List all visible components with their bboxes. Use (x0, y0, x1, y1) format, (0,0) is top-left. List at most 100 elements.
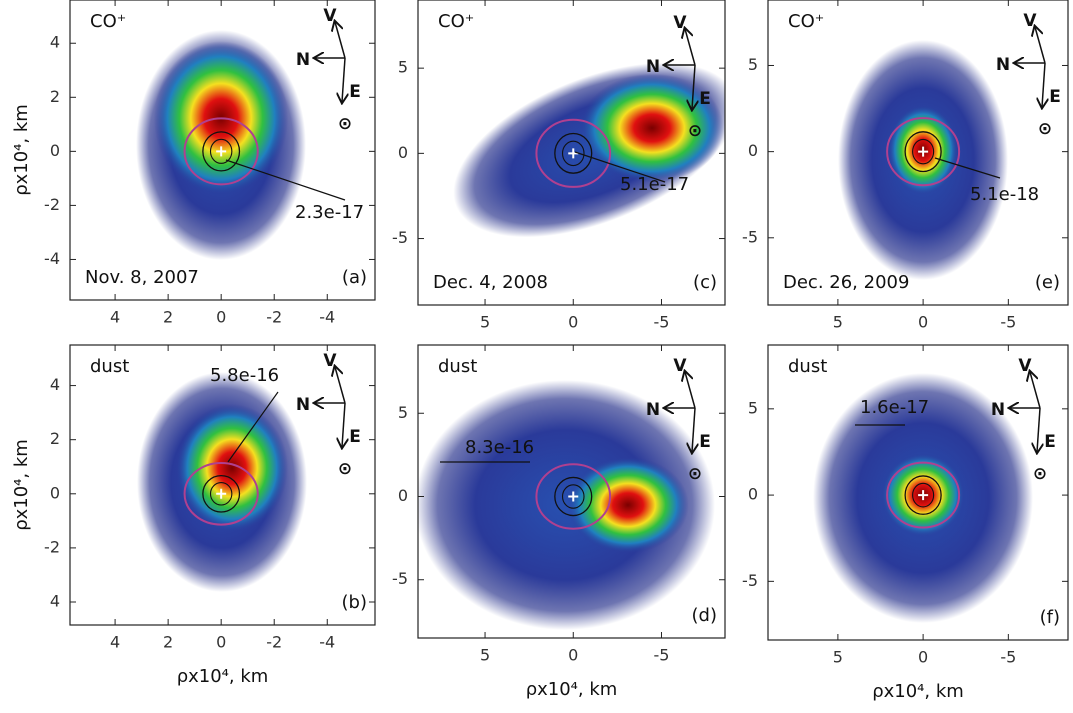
black-contour (561, 484, 585, 509)
y-axis-label: ρx10⁴, km (11, 104, 32, 196)
x-tick-label: 5 (833, 648, 843, 667)
hot-spot (567, 457, 689, 553)
center-cross (918, 490, 929, 501)
panel-label: (c) (693, 272, 717, 293)
panel-label: (d) (692, 605, 717, 626)
x-tick-label: 2 (163, 633, 173, 652)
black-contour (904, 475, 942, 515)
compass-label: N (646, 57, 660, 77)
y-tick-label: 4 (50, 33, 60, 52)
x-tick-label: -5 (1000, 313, 1016, 332)
y-tick-label: 2 (50, 87, 60, 106)
contour-label: 2.3e-17 (295, 202, 364, 223)
contour-label: 5.8e-16 (210, 365, 279, 386)
image-panel (813, 373, 1033, 623)
compass-label: V (323, 6, 337, 26)
compass-label: N (646, 400, 660, 420)
leader (227, 391, 279, 463)
x-tick-label: 5 (480, 646, 490, 665)
y-tick-label: -5 (392, 228, 408, 247)
compass-label: E (1049, 87, 1061, 107)
black-contour (904, 131, 942, 173)
y-tick-label: -4 (44, 249, 60, 268)
compass-label: E (1044, 432, 1056, 452)
center-cross (918, 146, 929, 157)
arrow-e (342, 57, 345, 102)
frame (767, 344, 1069, 641)
y-tick-label: -5 (392, 569, 408, 588)
center-cross (568, 491, 579, 502)
y-tick-label: 0 (748, 485, 758, 504)
date: Nov. 8, 2007 (85, 267, 199, 288)
center-cross (568, 148, 579, 159)
compass-label: ⊙ (338, 114, 352, 134)
compass-label: E (349, 427, 361, 447)
arrow-v (685, 29, 696, 66)
arrow-e (1042, 62, 1045, 107)
magenta-contour (183, 461, 259, 526)
date: Dec. 4, 2008 (433, 272, 548, 293)
panel-title: dust (788, 356, 827, 377)
black-contour (912, 482, 935, 508)
frame (417, 344, 726, 639)
date: Dec. 26, 2009 (783, 272, 909, 293)
panel-label: (a) (342, 267, 367, 288)
leader (934, 157, 1001, 179)
leader (574, 151, 666, 183)
x-tick-label: 0 (216, 308, 226, 327)
black-contour (561, 140, 585, 167)
black-contour (202, 131, 241, 172)
contour-label: 8.3e-16 (465, 437, 534, 458)
arrow-v (685, 372, 696, 409)
black-contour (554, 132, 593, 174)
arrow-e (692, 407, 695, 452)
black-contour (209, 482, 233, 506)
contour-label: 5.1e-17 (620, 174, 689, 195)
x-tick-label: 5 (833, 313, 843, 332)
center-cross (216, 146, 227, 157)
compass-label: ⊙ (688, 121, 702, 141)
x-tick-label: 0 (568, 313, 578, 332)
compass-label: E (699, 89, 711, 109)
x-axis-label: ρx10⁴, km (872, 681, 964, 702)
frame (417, 0, 726, 306)
y-tick-label: 5 (398, 403, 408, 422)
black-contour (912, 138, 935, 165)
image-panel (838, 40, 1008, 280)
compass-label: N (296, 50, 310, 70)
compass-label: E (349, 82, 361, 102)
x-tick-label: -5 (654, 313, 670, 332)
arrow-v (335, 367, 346, 404)
compass-label: V (1018, 356, 1032, 376)
x-tick-label: 4 (110, 633, 120, 652)
y-tick-label: 5 (748, 55, 758, 74)
arrow-v (1035, 27, 1046, 64)
compass-label: E (699, 432, 711, 452)
contour-label: 1.6e-17 (860, 397, 929, 418)
image-panel (453, 62, 725, 238)
x-axis-label: ρx10⁴, km (526, 679, 618, 700)
y-axis-label: ρx10⁴, km (11, 439, 32, 531)
compass-label: ⊙ (1038, 119, 1052, 139)
y-tick-label: 0 (50, 141, 60, 160)
arrow-e (342, 402, 345, 447)
black-contour (202, 474, 241, 513)
x-tick-label: 5 (480, 313, 490, 332)
panel-title: CO⁺ (438, 11, 474, 32)
compass-label: ⊙ (688, 464, 702, 484)
y-tick-label: 4 (50, 375, 60, 394)
y-tick-label: 0 (398, 486, 408, 505)
x-tick-label: -2 (266, 308, 282, 327)
x-tick-label: -4 (319, 633, 335, 652)
x-tick-label: -2 (266, 633, 282, 652)
y-tick-label: 2 (50, 429, 60, 448)
y-tick-label: -5 (742, 227, 758, 246)
y-tick-label: 0 (50, 483, 60, 502)
compass-label: N (296, 395, 310, 415)
panel-title: dust (90, 356, 129, 377)
magenta-contour (183, 117, 259, 186)
black-contour (209, 138, 233, 164)
panel-label: (b) (342, 592, 367, 613)
compass-label: ⊙ (1033, 464, 1047, 484)
